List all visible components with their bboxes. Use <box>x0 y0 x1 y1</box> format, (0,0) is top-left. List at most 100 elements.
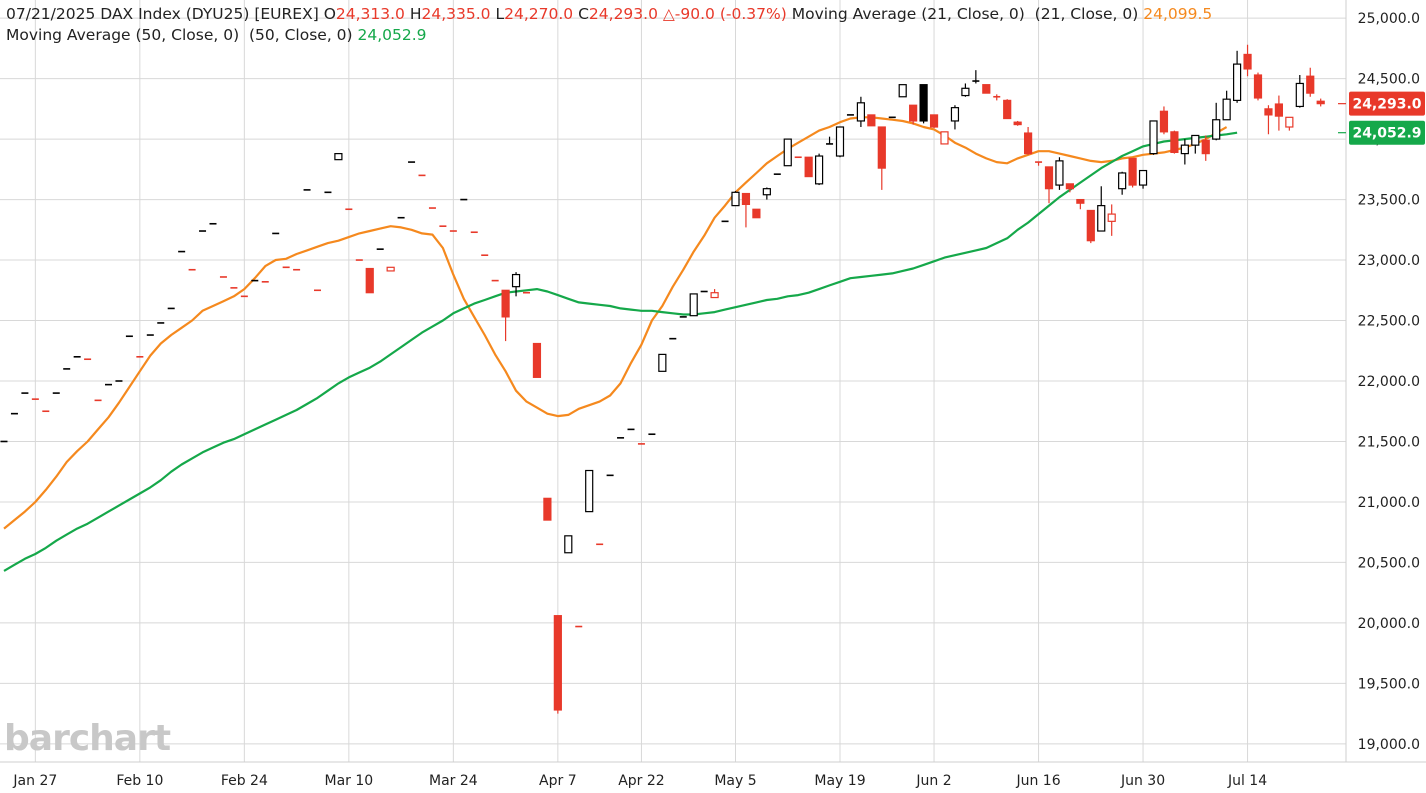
x-tick-label: May 19 <box>814 773 865 789</box>
legend-low-label: L <box>495 5 505 23</box>
y-tick-label: 23,000.0 <box>1358 253 1420 269</box>
x-tick-label: Jul 14 <box>1227 773 1267 789</box>
candle <box>1086 209 1095 244</box>
candlesticks <box>0 44 1325 714</box>
candle <box>1285 116 1294 131</box>
candle-body <box>1306 75 1315 94</box>
y-tick-label: 21,000.0 <box>1358 495 1420 511</box>
candle <box>689 293 698 317</box>
candle <box>564 535 573 554</box>
legend-ma21-label: Moving Average (21, Close, 0) (21, Close… <box>791 5 1139 23</box>
x-tick-label: Jan 27 <box>12 773 57 789</box>
candle-body <box>1065 183 1075 190</box>
candle-body <box>1023 132 1033 155</box>
candle-body <box>1264 108 1273 116</box>
candle-body <box>1149 120 1158 155</box>
candle <box>826 136 834 145</box>
candle <box>752 208 761 219</box>
candle-body <box>929 114 939 128</box>
candle <box>993 94 1001 101</box>
candle-body <box>1044 166 1054 190</box>
ma50-line <box>3 131 1238 572</box>
barchart-watermark: barchart <box>4 718 171 759</box>
candle-body <box>564 535 573 554</box>
x-tick-label: May 5 <box>714 773 756 789</box>
candle-body <box>804 156 813 178</box>
candle <box>1097 186 1106 232</box>
candle <box>1170 130 1179 154</box>
legend-close-label: C <box>578 5 589 23</box>
candle <box>658 353 667 372</box>
candle <box>919 84 928 124</box>
candle-body <box>1097 205 1106 232</box>
candle-body <box>658 353 667 372</box>
candle <box>1253 72 1263 101</box>
candle-body <box>334 153 343 161</box>
y-tick-label: 20,500.0 <box>1358 555 1420 571</box>
candle <box>972 70 980 84</box>
candle <box>1149 120 1158 155</box>
candle <box>1295 74 1304 108</box>
candle-body <box>814 155 824 185</box>
candle-body <box>919 84 928 122</box>
candle <box>1013 120 1022 126</box>
ma21-line <box>3 116 1228 530</box>
candle <box>909 104 918 125</box>
candle <box>762 187 771 200</box>
candle <box>1201 135 1210 161</box>
x-tick-label: Apr 22 <box>618 773 664 789</box>
last-price-badge <box>1349 91 1425 116</box>
candle-body <box>1201 139 1210 155</box>
candle-body <box>1274 103 1284 117</box>
y-tick-label: 25,000.0 <box>1358 11 1420 27</box>
legend-ma21-value: 24,099.5 <box>1143 5 1213 23</box>
y-tick-label: 21,500.0 <box>1358 434 1420 450</box>
candle <box>386 266 395 272</box>
chart-grid <box>0 0 1426 763</box>
candle <box>982 84 991 94</box>
y-tick-label: 24,500.0 <box>1358 72 1420 88</box>
candle-body <box>867 114 876 127</box>
y-tick-label: 23,500.0 <box>1358 193 1420 209</box>
legend-symbol: DAX Index (DYU25) [EUREX] <box>100 5 319 23</box>
date-axis[interactable]: Jan 27 Feb 10 Feb 24 Mar 10 Mar 24 Apr 7 Apr 2… <box>12 773 1267 789</box>
candle-body <box>909 104 918 122</box>
legend-open-label: O <box>323 5 336 23</box>
legend-ma50-label: Moving Average (50, Close, 0) (50, Close… <box>6 26 353 44</box>
candle-body <box>1191 134 1200 146</box>
candle-body <box>553 615 562 711</box>
candle <box>856 96 866 127</box>
candle-body <box>835 126 845 157</box>
y-tick-label: 19,000.0 <box>1358 737 1420 753</box>
candle-body <box>1222 98 1231 121</box>
candle-body <box>1253 74 1263 99</box>
candle-body <box>511 273 521 288</box>
legend-change: △-90.0 (-0.37%) <box>662 5 787 23</box>
candle-body <box>386 266 395 272</box>
candle-body <box>1013 121 1022 126</box>
candle-body <box>1128 157 1137 186</box>
candle <box>1274 95 1284 131</box>
x-tick-label: Mar 24 <box>429 773 478 789</box>
candle <box>553 615 562 714</box>
candle-body <box>1243 53 1252 70</box>
ma50-badge-label: 24,052.9 <box>1352 126 1421 142</box>
candle-body <box>689 293 698 317</box>
candle <box>1065 183 1075 193</box>
candle <box>543 497 552 521</box>
candle <box>814 153 824 186</box>
candle-body <box>1076 198 1085 204</box>
x-tick-label: Jun 16 <box>1015 773 1060 789</box>
last-price-badge-label: 24,293.0 <box>1352 97 1421 113</box>
legend-close-value: 24,293.0 <box>588 5 658 23</box>
candle <box>1118 171 1127 195</box>
candle-body <box>585 469 594 513</box>
candle <box>532 342 542 378</box>
legend-date: 07/21/2025 <box>6 5 96 23</box>
candle <box>1212 102 1221 141</box>
legend-low-value: 24,270.0 <box>504 5 574 23</box>
candle-body <box>898 84 907 98</box>
candle-body <box>1055 160 1064 186</box>
candle-body <box>1003 99 1012 120</box>
